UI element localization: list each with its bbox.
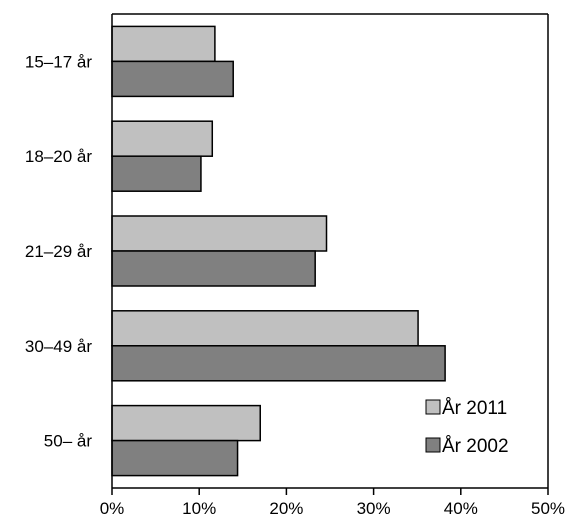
- category-label: 18–20 år: [25, 147, 92, 166]
- axes: [111, 13, 549, 489]
- legend-swatch-2011: [425, 399, 441, 415]
- bar-2011-3: [111, 310, 419, 347]
- category-label: 30–49 år: [25, 337, 92, 356]
- category-label: 15–17 år: [25, 52, 92, 71]
- x-tick-label: 20%: [269, 499, 303, 517]
- bar-2002-4: [111, 439, 239, 477]
- x-tick-label: 0%: [100, 499, 125, 517]
- category-labels: 15–17 år 18–20 år 21–29 år 30–49 år 50– år: [25, 52, 92, 450]
- legend-label-2002: År 2002: [442, 436, 509, 457]
- x-tick-label: 40%: [444, 499, 478, 517]
- legend-swatch-2002: [425, 437, 441, 453]
- bars-group: [111, 25, 446, 477]
- bar-2011-1: [111, 120, 214, 157]
- legend: År 2011 År 2002: [425, 398, 509, 457]
- bar-2002-3: [111, 345, 446, 382]
- bar-2002-2: [111, 250, 316, 287]
- bar-2002-1: [111, 155, 202, 192]
- x-axis-ticks: 0% 10% 20% 30% 40% 50%: [100, 488, 565, 517]
- bar-2011-4: [111, 404, 261, 442]
- bar-2011-0: [111, 25, 216, 63]
- x-tick-label: 30%: [357, 499, 391, 517]
- x-tick-label: 50%: [531, 499, 565, 517]
- bar-2011-2: [111, 215, 328, 252]
- x-tick-label: 10%: [182, 499, 216, 517]
- legend-label-2011: År 2011: [442, 398, 507, 419]
- bar-2002-0: [111, 60, 234, 98]
- category-label: 50– år: [44, 432, 93, 451]
- category-label: 21–29 år: [25, 242, 92, 261]
